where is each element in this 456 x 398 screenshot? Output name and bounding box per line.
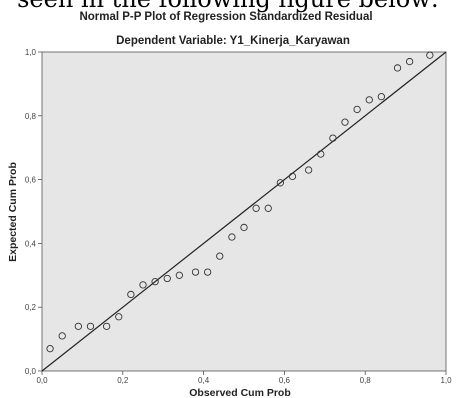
data-point: [377, 93, 386, 101]
y-tick-label: 0,6: [25, 176, 37, 185]
chart-title: Normal P-P Plot of Regression Standardiz…: [79, 11, 372, 23]
reference-line: [41, 51, 447, 372]
data-point: [393, 64, 402, 72]
x-tick-label: 0,0: [36, 376, 48, 385]
data-point: [341, 118, 349, 126]
x-tick-label: 0,6: [279, 376, 291, 385]
data-point: [86, 322, 95, 330]
x-tick-label: 0,8: [360, 376, 372, 385]
x-tick-label: 1,0: [440, 376, 452, 385]
data-point: [228, 233, 236, 241]
data-point: [151, 278, 159, 286]
data-point: [405, 57, 414, 66]
data-point: [317, 150, 325, 158]
data-point: [353, 105, 361, 114]
data-point: [276, 179, 285, 187]
data-point: [216, 252, 224, 260]
data-point: [115, 313, 123, 321]
y-axis-label: Expected Cum Prob: [7, 162, 19, 262]
x-axis-label: Observed Cum Prob: [189, 387, 291, 398]
data-point: [102, 322, 111, 330]
data-point: [203, 268, 212, 276]
data-point: [304, 166, 313, 174]
x-axis: 0,0 0,2 0,4 0,6 0,8 1,0: [36, 371, 452, 385]
data-point: [74, 322, 83, 330]
data-point: [252, 204, 260, 212]
y-tick-label: 0,0: [25, 367, 37, 376]
data-point: [175, 271, 184, 279]
y-tick-label: 0,8: [25, 112, 37, 121]
data-point: [288, 172, 297, 181]
chart-subtitle: Dependent Variable: Y1_Kinerja_Karyawan: [116, 35, 350, 47]
data-point: [139, 281, 147, 289]
document-text-fragment: seen in the following figure below:: [0, 0, 456, 11]
data-point: [365, 96, 373, 104]
data-points: [46, 51, 434, 353]
y-tick-label: 1,0: [25, 48, 37, 57]
data-point: [58, 332, 66, 340]
data-point: [240, 223, 248, 232]
data-point: [163, 274, 171, 283]
y-tick-label: 0,4: [25, 239, 37, 248]
data-point: [127, 290, 135, 299]
x-tick-label: 0,4: [198, 376, 210, 385]
data-point: [46, 345, 54, 353]
data-point: [264, 204, 272, 212]
y-tick-label: 0,2: [25, 303, 37, 312]
data-point: [191, 268, 200, 276]
x-tick-label: 0,2: [117, 376, 129, 385]
data-point: [426, 51, 434, 59]
y-axis: 0,0 0,2 0,4 0,6 0,8 1,0: [25, 48, 42, 376]
data-point: [329, 134, 337, 142]
